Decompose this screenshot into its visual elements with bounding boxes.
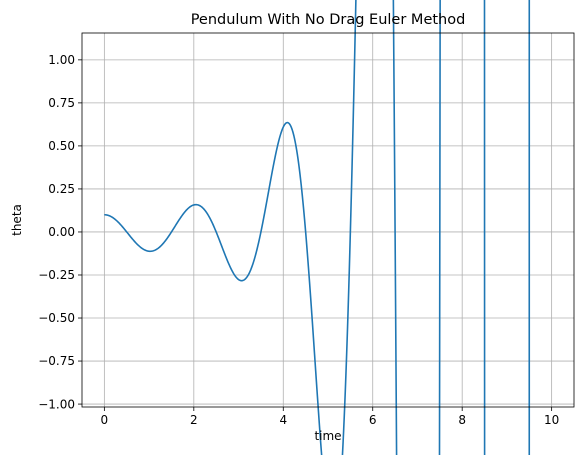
y-tick-label: −1.00 xyxy=(38,397,75,411)
theta-line xyxy=(104,0,531,455)
x-tick-label: 0 xyxy=(101,413,109,427)
y-tick-label: −0.50 xyxy=(38,311,75,325)
x-axis-label: time xyxy=(314,429,341,443)
ticks: 0 2 4 6 8 10 −1.00 −0.75 −0.50 −0.25 0.00 0.25 0.50 0… xyxy=(38,53,559,427)
x-tick-label: 10 xyxy=(544,413,559,427)
y-tick-label: −0.25 xyxy=(38,268,75,282)
y-tick-label: 0.50 xyxy=(48,139,75,153)
plot-frame xyxy=(81,32,575,408)
series-layer xyxy=(104,0,531,455)
x-tick-label: 8 xyxy=(458,413,466,427)
y-tick-label: 1.00 xyxy=(48,53,75,67)
y-tick-label: 0.25 xyxy=(48,182,75,196)
y-tick-label: −0.75 xyxy=(38,354,75,368)
chart-title: Pendulum With No Drag Euler Method xyxy=(191,12,466,28)
grid-lines xyxy=(82,33,574,407)
y-axis-label: theta xyxy=(10,204,24,236)
x-tick-label: 4 xyxy=(279,413,287,427)
y-tick-label: 0.75 xyxy=(48,96,75,110)
x-tick-label: 6 xyxy=(369,413,377,427)
x-tick-label: 2 xyxy=(190,413,198,427)
y-tick-label: 0.00 xyxy=(48,225,75,239)
